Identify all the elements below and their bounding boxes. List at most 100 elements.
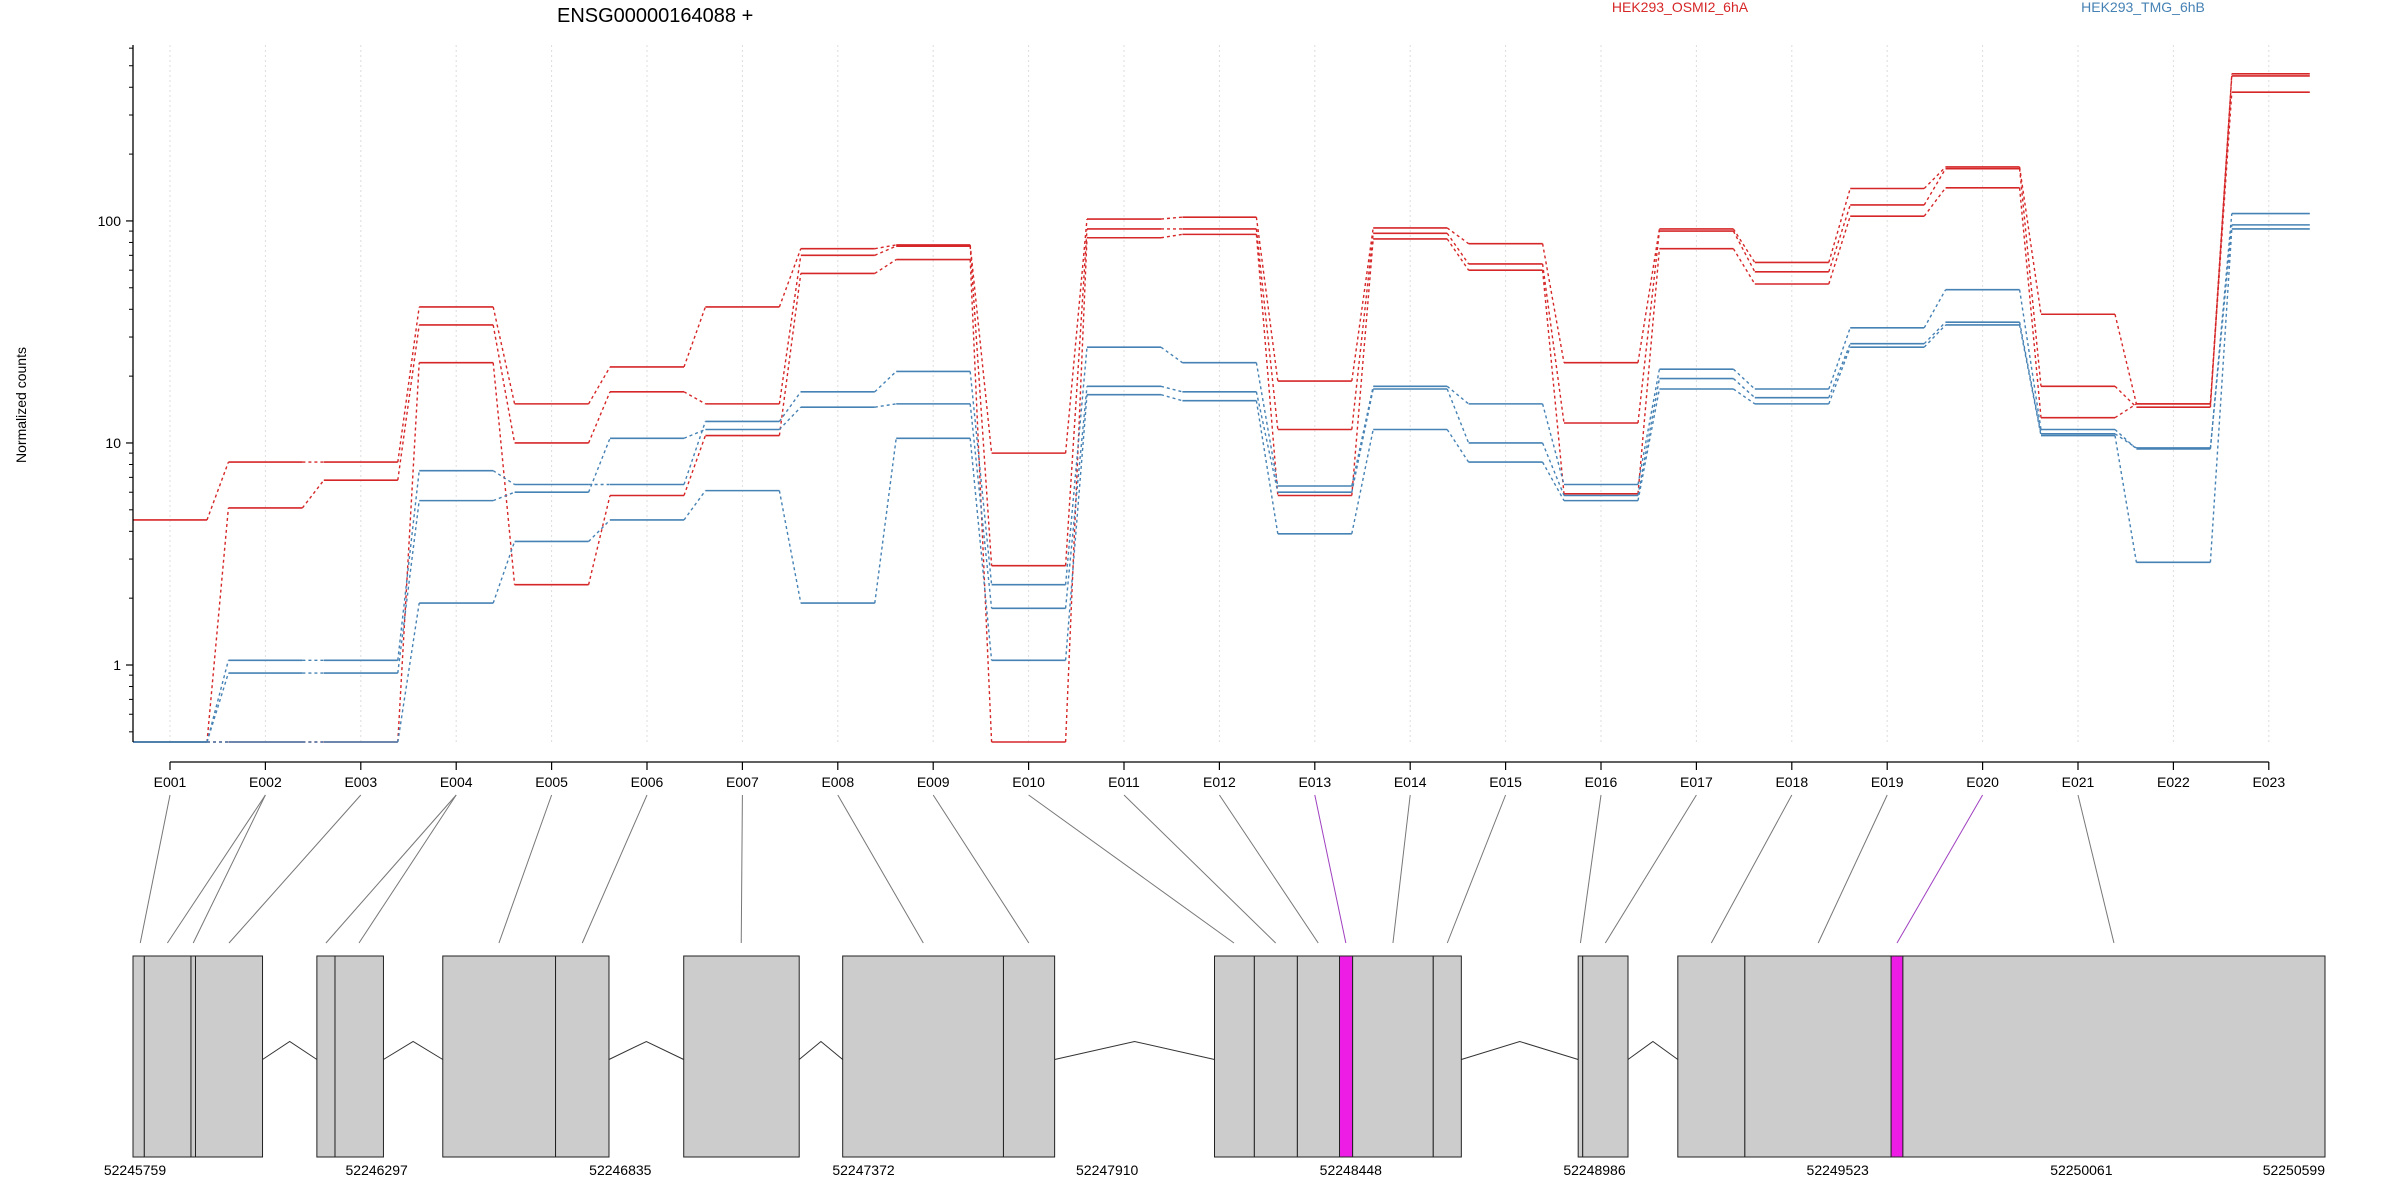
coord-label: 52246835 (589, 1162, 652, 1178)
series-2-transition (683, 391, 706, 405)
connector-e002 (192, 794, 266, 944)
series-1-transition (206, 461, 230, 521)
intron-line (608, 1040, 684, 1060)
chart-title: ENSG00000164088 + (557, 5, 753, 27)
exon-block (1677, 955, 1746, 1158)
connector-e011 (1123, 794, 1276, 944)
series-1-transition (1541, 243, 1565, 363)
series-5-transition (587, 438, 611, 493)
x-tick-label-e016: E016 (1585, 774, 1618, 790)
series-layer (133, 72, 2310, 743)
series-2-transition (397, 324, 420, 481)
x-tick-label-e020: E020 (1966, 774, 1999, 790)
series-6-transition (1733, 388, 1756, 405)
series-4-transition (492, 470, 515, 486)
series-5 (133, 224, 2310, 743)
series-6-transition (1064, 394, 1088, 661)
series-5-transition (206, 672, 230, 743)
connector-e014 (1392, 794, 1411, 944)
x-tick-label-e014: E014 (1394, 774, 1427, 790)
x-tick-label-e017: E017 (1680, 774, 1713, 790)
coord-label: 52250061 (2050, 1162, 2113, 1178)
series-6-transition (874, 438, 897, 604)
exon-block (1577, 955, 1584, 1158)
series-3-transition (874, 258, 897, 275)
coord-label: 52250599 (2263, 1162, 2326, 1178)
connector-e021 (2077, 794, 2115, 944)
x-tick-label-e008: E008 (821, 774, 854, 790)
series-2-transition (1637, 231, 1661, 424)
series-5-transition (397, 500, 420, 674)
series-2-transition (492, 324, 516, 444)
series-2-transition (1828, 204, 1851, 273)
exon-block (1352, 955, 1434, 1158)
gene-model: 52245759 52246297 52246835 52247372 52247910… (104, 955, 2326, 1178)
series-2-transition (1732, 230, 1756, 273)
series-6-transition (1541, 461, 1565, 501)
coord-label: 52249523 (1807, 1162, 1870, 1178)
series-4-transition (397, 470, 420, 661)
series-4-transition (1828, 327, 1851, 390)
grid-layer (169, 45, 2270, 742)
series-2-transition (2114, 385, 2137, 408)
series-1-transition (2114, 314, 2138, 405)
series-3-transition (1732, 248, 1756, 285)
exon-block (190, 955, 196, 1158)
x-tick-label-e010: E010 (1012, 774, 1045, 790)
series-5-transition (492, 491, 515, 502)
exon-block (1214, 955, 1255, 1158)
series-6-transition (2114, 435, 2138, 563)
x-tick-label-e023: E023 (2252, 774, 2285, 790)
series-6-transition (397, 603, 420, 743)
connector-e005 (498, 794, 553, 944)
series-1-transition (397, 306, 420, 463)
connector-e008 (837, 794, 924, 944)
x-tick-label-e018: E018 (1775, 774, 1808, 790)
x-tick-label-e015: E015 (1489, 774, 1522, 790)
series-2-transition (1255, 228, 1279, 430)
series-2 (133, 75, 2310, 743)
series-1-transition (1923, 166, 1947, 189)
series-6-transition (1446, 429, 1470, 463)
series-5-transition (1160, 385, 1183, 393)
series-4 (133, 212, 2310, 743)
x-tick-label-e007: E007 (726, 774, 759, 790)
y-tick-label: 10 (105, 435, 121, 451)
series-5-transition (2114, 433, 2137, 449)
x-tick-label-e022: E022 (2157, 774, 2190, 790)
x-tick-label-e006: E006 (631, 774, 664, 790)
series-1-transition (683, 306, 707, 368)
series-2-transition (874, 245, 897, 256)
series-6-transition (1637, 388, 1661, 501)
series-3 (133, 91, 2310, 743)
series-3-transition (683, 435, 707, 496)
series-2-transition (587, 391, 611, 444)
series-4-transition (2114, 428, 2137, 450)
x-tick-label-e002: E002 (249, 774, 282, 790)
series-1-transition (2018, 166, 2042, 315)
series-2-transition (301, 479, 325, 509)
exon-block (334, 955, 384, 1158)
series-2-transition (1446, 232, 1470, 265)
x-tick-label-e012: E012 (1203, 774, 1236, 790)
series-5-transition (778, 406, 802, 430)
connector-e018 (1710, 794, 1793, 944)
series-6-transition (1923, 324, 1947, 348)
series-2-transition (2018, 168, 2042, 387)
series-4-transition (1732, 368, 1756, 390)
connector-e019 (1817, 794, 1888, 944)
series-2-transition (778, 255, 802, 404)
series-4-transition (1255, 362, 1279, 487)
series-5-transition (1255, 391, 1279, 493)
series-1-transition (1064, 218, 1088, 454)
series-1-transition (1637, 228, 1661, 363)
series-4-transition (1923, 289, 1947, 329)
series-1-transition (492, 306, 516, 405)
series-1-transition (1160, 216, 1183, 220)
series-5-transition (969, 403, 993, 609)
exon-block (1582, 955, 1629, 1158)
x-tick-label-e021: E021 (2062, 774, 2095, 790)
exon-block (132, 955, 145, 1158)
exon-block (143, 955, 192, 1158)
